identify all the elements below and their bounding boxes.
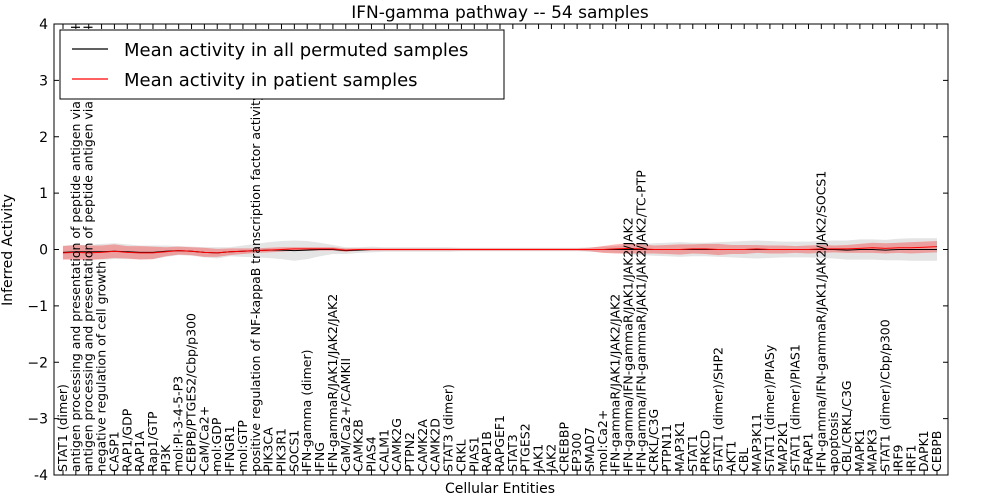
x-tick-label: PTGES2	[518, 423, 533, 472]
x-tick-label: JAK1	[531, 444, 546, 473]
x-tick-label: IFN-gamma (dimer)	[299, 350, 314, 473]
x-tick-label: PIAS1	[466, 436, 481, 472]
x-tick-label: antigen processing and presentation of p…	[68, 25, 83, 472]
x-tick-label: IFNGR1	[222, 425, 237, 472]
x-tick-label: PRKCD	[698, 430, 713, 472]
y-tick-label: 4	[39, 17, 48, 33]
x-axis-ticks: STAT1 (dimer)antigen processing and pres…	[55, 22, 944, 475]
legend-label-permuted: Mean activity in all permuted samples	[124, 40, 468, 61]
x-tick-label: CEBPB/PTGES2/Cbp/p300	[184, 313, 199, 472]
x-tick-label: RAP1A	[132, 431, 147, 472]
x-tick-label: CBL/CRKL/C3G	[839, 380, 854, 472]
x-tick-label: STAT1 (dimer)/PIASy	[762, 344, 777, 472]
x-tick-label: PTPN2	[402, 432, 417, 472]
x-tick-label: CAMK2D	[428, 418, 443, 472]
legend-box	[59, 29, 505, 100]
y-tick-label: -4	[34, 468, 48, 484]
x-tick-label: JAK2	[543, 444, 558, 473]
patient-band	[63, 241, 937, 261]
x-tick-label: SOCS1	[286, 430, 301, 472]
y-tick-label: 1	[39, 186, 48, 202]
x-tick-label: mol:PI-3-4-5-P3	[171, 376, 186, 472]
x-tick-label: MAP3K11	[749, 413, 764, 472]
x-tick-label: STAT1	[685, 434, 700, 472]
y-tick-label: 3	[39, 73, 48, 89]
x-tick-label: IFN-gamma/IFN-gammaR/JAK1/JAK2/JAK2	[621, 217, 636, 472]
x-tick-label: IFNG	[312, 442, 327, 472]
x-tick-label: negative regulation of cell growth	[94, 261, 109, 472]
legend-label-patient: Mean activity in patient samples	[124, 70, 418, 91]
patient-mean-line	[62, 246, 938, 254]
x-tick-label: AKT1	[723, 441, 738, 472]
x-tick-label: DAPK1	[916, 430, 931, 472]
x-tick-label: STAT1 (dimer)	[55, 384, 70, 472]
x-tick-label: antigen processing and presentation of p…	[81, 22, 96, 472]
x-tick-label: PIAS4	[363, 436, 378, 472]
y-tick-label: −1	[27, 299, 48, 315]
y-axis-ticks: -4 −3 −2 −1 0 1 2 3 4	[27, 17, 948, 484]
chart-title: IFN-gamma pathway -- 54 samples	[351, 3, 649, 23]
x-tick-label: PIK3R1	[274, 428, 289, 472]
x-tick-label: STAT1 (dimer)/PIAS1	[788, 344, 803, 472]
x-tick-label: PTPN11	[659, 424, 674, 472]
x-tick-label: PI3K	[158, 444, 173, 472]
x-tick-label: STAT3	[505, 434, 520, 472]
x-tick-label: RAPGEF1	[492, 415, 507, 472]
x-tick-label: CREBBP	[556, 422, 571, 472]
x-tick-label: RAP1/GDP	[119, 408, 134, 472]
x-tick-label: SMAD7	[582, 427, 597, 472]
x-tick-label: MAP2K1	[775, 421, 790, 472]
plot-frame	[53, 23, 949, 476]
y-tick-label: −3	[27, 412, 48, 428]
x-tick-label: CAMK2B	[351, 419, 366, 472]
x-tick-label: CaM/Ca2+/CAMKII	[338, 358, 353, 472]
legend: Mean activity in all permuted samples Me…	[59, 29, 505, 100]
x-tick-label: Rap1/GTP	[145, 411, 160, 472]
x-tick-label: CAMK2A	[415, 419, 430, 472]
x-tick-label: CRKL	[453, 439, 468, 472]
x-tick-label: FRAP1	[800, 433, 815, 472]
x-tick-label: positive regulation of NF-kappaB transcr…	[248, 93, 263, 472]
x-tick-label: STAT1 (dimer)/Cbp/p300	[878, 319, 893, 472]
x-tick-label: CASP1	[106, 431, 121, 472]
x-tick-label: CAMK2G	[389, 418, 404, 472]
x-tick-label: STAT3 (dimer)	[441, 384, 456, 472]
y-tick-label: −2	[27, 355, 48, 371]
x-tick-label: MAPK1	[852, 429, 867, 472]
x-tick-label: CEBPB	[929, 431, 944, 472]
x-tick-label: mol:GTP	[235, 420, 250, 472]
x-tick-label: IRF1	[903, 444, 918, 472]
x-tick-label: MAP3K1	[672, 421, 687, 472]
y-tick-label: 0	[39, 243, 48, 259]
x-tick-label: EP300	[569, 433, 584, 472]
y-axis-label: Inferred Activity	[0, 194, 16, 306]
y-tick-label: 2	[39, 130, 48, 146]
x-tick-label: IFN-gamma/IFN-gammaR/JAK1/JAK2/JAK2/TC-P…	[633, 170, 648, 472]
x-tick-label: mol:GDP	[209, 417, 224, 472]
x-tick-label: IFN-gamma/IFN-gammaR/JAK1/JAK2/JAK2/SOCS…	[813, 171, 828, 472]
series-lines	[62, 246, 938, 254]
x-tick-label: CALM1	[376, 429, 391, 472]
x-tick-label: CaM/Ca2+	[196, 406, 211, 472]
x-tick-label: CBL	[736, 448, 751, 472]
x-tick-label: MAPK3	[865, 429, 880, 472]
x-tick-label: PIK3CA	[261, 427, 276, 472]
x-tick-label: CRKL/C3G	[646, 409, 661, 472]
x-tick-label: STAT1 (dimer)/SHP2	[711, 347, 726, 472]
x-tick-label: IFN-gammaR/JAK1/JAK2/JAK2	[608, 294, 623, 472]
x-tick-label: mol:Ca2+	[595, 410, 610, 472]
x-tick-label: apoptosis	[826, 412, 841, 472]
x-axis-label: Cellular Entities	[445, 481, 555, 497]
x-tick-label: RAP1B	[479, 431, 494, 472]
x-tick-label: IRF9	[890, 444, 905, 472]
x-tick-label: IFN-gammaR/JAK1/JAK2/JAK2	[325, 294, 340, 472]
